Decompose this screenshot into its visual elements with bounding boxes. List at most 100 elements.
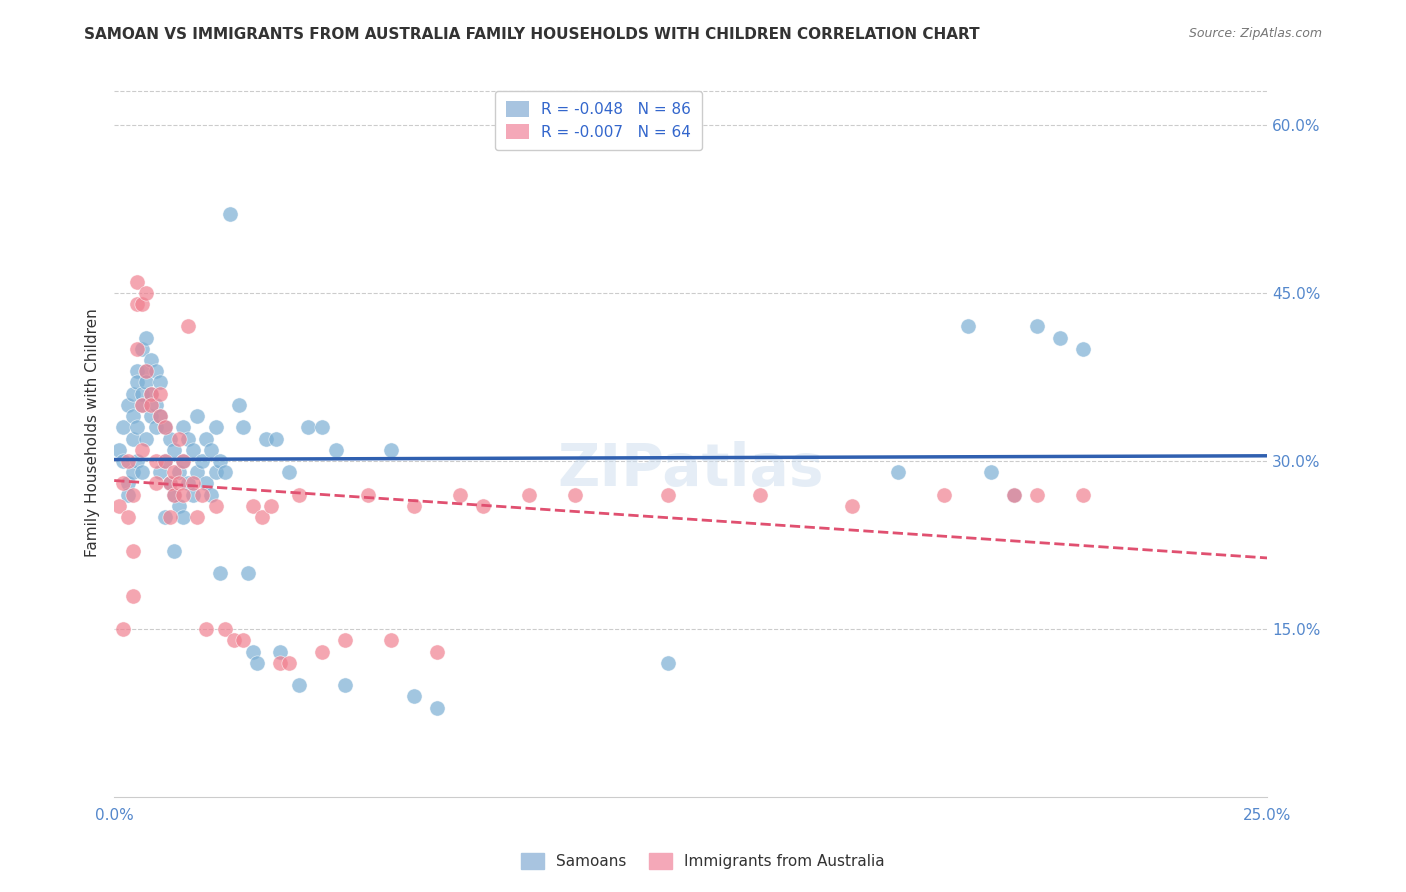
Point bbox=[131, 342, 153, 356]
Point bbox=[149, 409, 172, 424]
Point bbox=[159, 432, 181, 446]
Point bbox=[149, 376, 172, 390]
Point bbox=[200, 488, 222, 502]
Point bbox=[131, 465, 153, 479]
Point bbox=[380, 442, 402, 457]
Point bbox=[131, 442, 153, 457]
Point bbox=[127, 364, 149, 378]
Point bbox=[278, 656, 301, 670]
Point bbox=[232, 633, 254, 648]
Point bbox=[127, 275, 149, 289]
Legend: R = -0.048   N = 86, R = -0.007   N = 64: R = -0.048 N = 86, R = -0.007 N = 64 bbox=[495, 91, 702, 150]
Point bbox=[228, 398, 250, 412]
Point bbox=[333, 633, 356, 648]
Point bbox=[145, 454, 167, 468]
Point bbox=[127, 376, 149, 390]
Point bbox=[1002, 488, 1025, 502]
Point bbox=[749, 488, 772, 502]
Point bbox=[172, 510, 194, 524]
Point bbox=[564, 488, 586, 502]
Point bbox=[1071, 342, 1094, 356]
Point bbox=[181, 476, 204, 491]
Point bbox=[135, 432, 157, 446]
Point bbox=[204, 420, 226, 434]
Point bbox=[127, 420, 149, 434]
Point bbox=[841, 499, 863, 513]
Point bbox=[218, 207, 240, 221]
Text: Source: ZipAtlas.com: Source: ZipAtlas.com bbox=[1188, 27, 1322, 40]
Point bbox=[200, 442, 222, 457]
Point bbox=[264, 432, 287, 446]
Point bbox=[159, 476, 181, 491]
Point bbox=[657, 488, 679, 502]
Point bbox=[380, 633, 402, 648]
Point bbox=[254, 432, 277, 446]
Point bbox=[1049, 331, 1071, 345]
Point bbox=[139, 398, 162, 412]
Point bbox=[127, 342, 149, 356]
Point bbox=[163, 442, 186, 457]
Point bbox=[191, 454, 214, 468]
Point bbox=[163, 465, 186, 479]
Point bbox=[131, 386, 153, 401]
Point bbox=[172, 420, 194, 434]
Point bbox=[269, 644, 291, 658]
Point bbox=[149, 465, 172, 479]
Point bbox=[167, 465, 190, 479]
Point bbox=[127, 297, 149, 311]
Point bbox=[278, 465, 301, 479]
Point bbox=[1071, 488, 1094, 502]
Point bbox=[153, 510, 176, 524]
Point bbox=[131, 398, 153, 412]
Point bbox=[172, 454, 194, 468]
Point bbox=[242, 644, 264, 658]
Point bbox=[139, 386, 162, 401]
Point bbox=[172, 488, 194, 502]
Point bbox=[209, 454, 232, 468]
Point bbox=[135, 364, 157, 378]
Point bbox=[357, 488, 380, 502]
Point bbox=[121, 386, 143, 401]
Point bbox=[236, 566, 259, 580]
Point bbox=[195, 622, 218, 636]
Point bbox=[121, 432, 143, 446]
Point bbox=[186, 409, 208, 424]
Point bbox=[112, 476, 135, 491]
Point bbox=[121, 488, 143, 502]
Point bbox=[117, 454, 139, 468]
Point bbox=[112, 622, 135, 636]
Point bbox=[195, 432, 218, 446]
Point bbox=[956, 319, 979, 334]
Point bbox=[159, 510, 181, 524]
Point bbox=[145, 364, 167, 378]
Point bbox=[149, 409, 172, 424]
Point bbox=[145, 420, 167, 434]
Point bbox=[167, 499, 190, 513]
Point bbox=[181, 488, 204, 502]
Point bbox=[145, 398, 167, 412]
Point bbox=[232, 420, 254, 434]
Point bbox=[131, 398, 153, 412]
Point bbox=[269, 656, 291, 670]
Point bbox=[127, 454, 149, 468]
Point bbox=[139, 386, 162, 401]
Point bbox=[139, 409, 162, 424]
Point bbox=[163, 488, 186, 502]
Legend: Samoans, Immigrants from Australia: Samoans, Immigrants from Australia bbox=[515, 847, 891, 875]
Point bbox=[145, 476, 167, 491]
Point bbox=[287, 678, 309, 692]
Point bbox=[112, 454, 135, 468]
Point bbox=[657, 656, 679, 670]
Point bbox=[887, 465, 910, 479]
Point bbox=[121, 409, 143, 424]
Point bbox=[135, 285, 157, 300]
Point bbox=[195, 476, 218, 491]
Point bbox=[139, 353, 162, 368]
Point bbox=[177, 476, 200, 491]
Text: SAMOAN VS IMMIGRANTS FROM AUSTRALIA FAMILY HOUSEHOLDS WITH CHILDREN CORRELATION : SAMOAN VS IMMIGRANTS FROM AUSTRALIA FAMI… bbox=[84, 27, 980, 42]
Point bbox=[135, 364, 157, 378]
Point bbox=[980, 465, 1002, 479]
Point bbox=[311, 420, 333, 434]
Point bbox=[107, 499, 129, 513]
Point bbox=[402, 690, 425, 704]
